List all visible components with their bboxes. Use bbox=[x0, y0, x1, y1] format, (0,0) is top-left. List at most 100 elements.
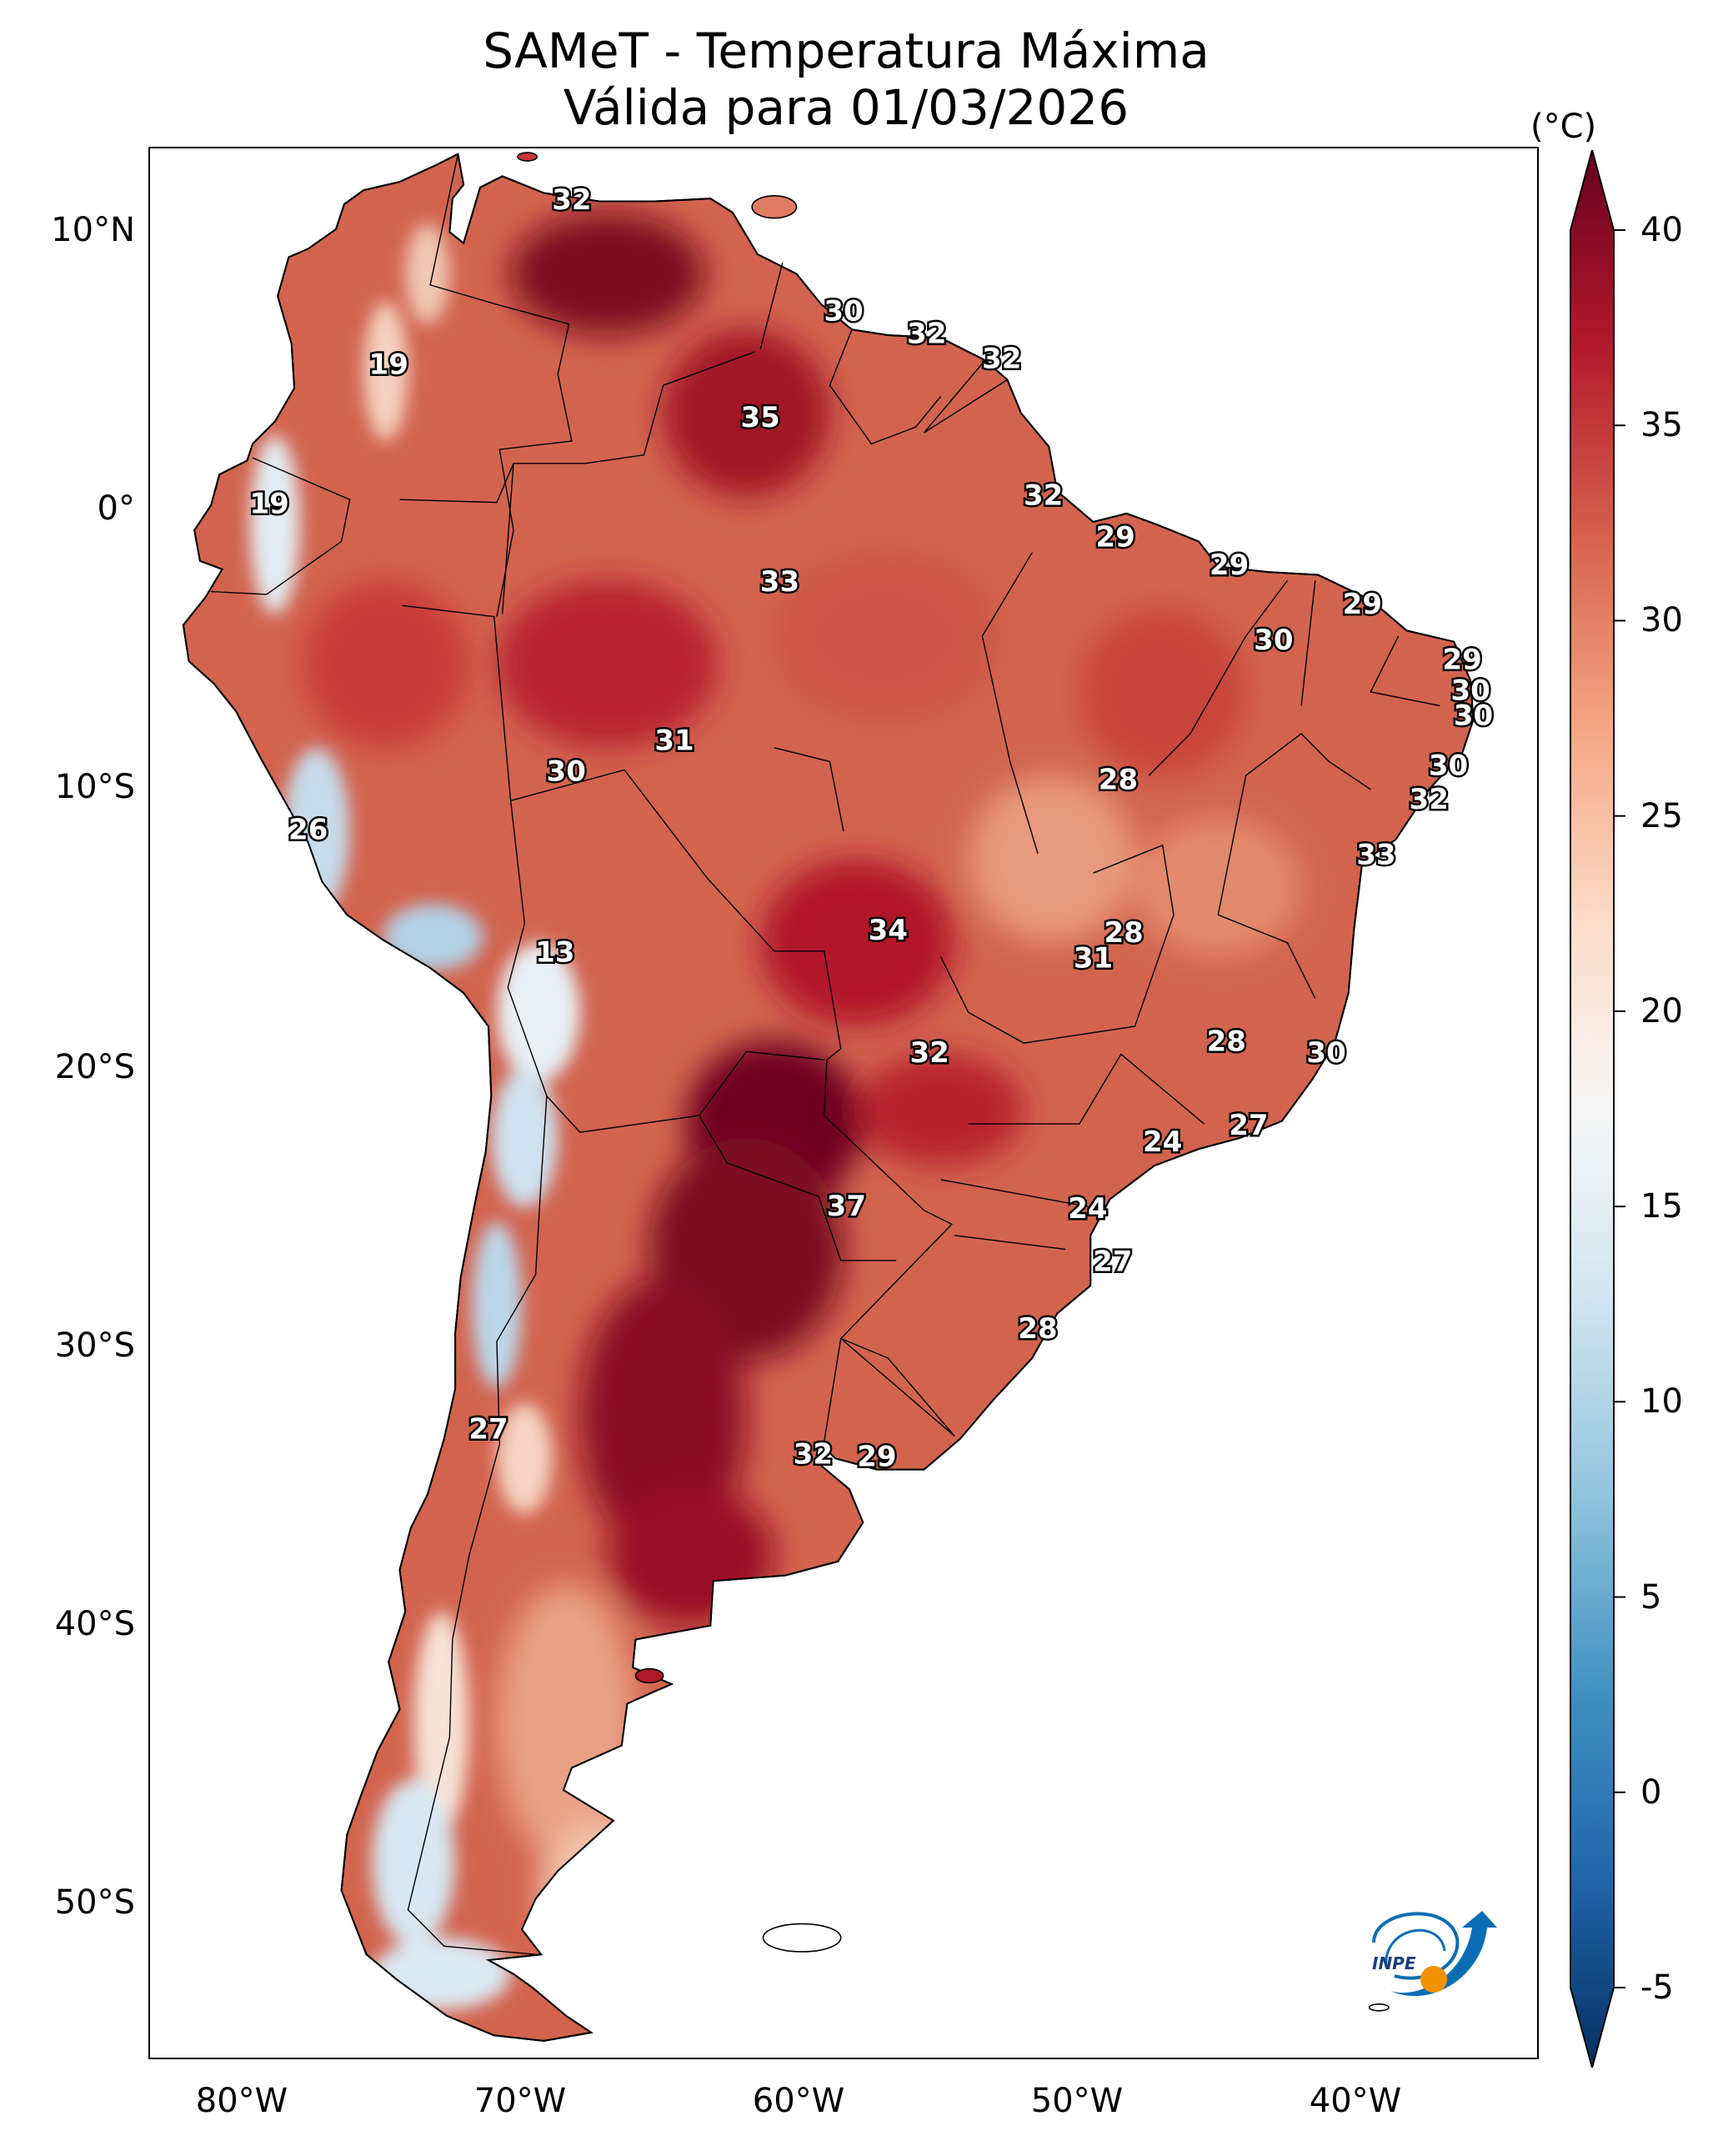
border-line-2 bbox=[429, 153, 573, 617]
border-line-10 bbox=[923, 359, 1008, 434]
colorbar-tick-label-7: 5 bbox=[1640, 1577, 1662, 1617]
lat-label-20s: 20°S bbox=[54, 1048, 135, 1086]
temperature-label-3: 32 bbox=[982, 343, 1021, 376]
cool-zone-3 bbox=[491, 1068, 558, 1208]
temperature-label-36: 27 bbox=[468, 1412, 508, 1446]
temperature-label-8: 29 bbox=[1095, 521, 1134, 554]
border-line-20 bbox=[1300, 580, 1316, 706]
lat-label-0: 0° bbox=[97, 489, 135, 528]
temperature-label-4: 19 bbox=[369, 348, 408, 381]
hot-zone-0 bbox=[510, 212, 705, 335]
hot-zone-14 bbox=[497, 1583, 636, 1863]
lon-label-80w: 80°W bbox=[195, 2082, 288, 2120]
border-line-12 bbox=[774, 747, 844, 832]
temperature-label-34: 27 bbox=[1093, 1246, 1132, 1279]
colorbar-tick-label-5: 15 bbox=[1640, 1187, 1683, 1226]
temperature-label-31: 24 bbox=[1143, 1126, 1182, 1159]
border-line-1 bbox=[502, 351, 755, 614]
temperature-label-29: 30 bbox=[1306, 1036, 1345, 1070]
hot-zone-12 bbox=[497, 580, 719, 748]
temperature-label-22: 33 bbox=[1356, 839, 1395, 872]
hot-zone-11 bbox=[857, 1054, 1024, 1166]
temperature-label-9: 29 bbox=[1210, 549, 1249, 582]
temperature-label-23: 34 bbox=[869, 914, 908, 947]
temperature-label-20: 32 bbox=[1410, 783, 1449, 816]
lat-label-10n: 10°N bbox=[51, 211, 135, 249]
cool-zone-6 bbox=[372, 1778, 456, 1947]
map-panel: 32 30 32 32 19 35 19 32 29 29 33 29 30 29 30 30 31 30 30 28… bbox=[148, 147, 1539, 2059]
svg-text:INPE: INPE bbox=[1372, 1953, 1416, 1973]
temperature-label-12: 30 bbox=[1254, 624, 1293, 657]
border-line-19 bbox=[1148, 579, 1289, 776]
lat-label-40s: 40°S bbox=[54, 1605, 135, 1643]
temperature-label-25: 13 bbox=[535, 936, 574, 970]
hot-zone-6 bbox=[608, 1486, 774, 1626]
lon-label-70w: 70°W bbox=[473, 2082, 567, 2120]
temperature-label-10: 33 bbox=[760, 565, 799, 599]
border-line-9 bbox=[829, 329, 942, 445]
map-subtitle: Válida para 01/03/2026 bbox=[563, 79, 1129, 136]
political-borders bbox=[211, 153, 1440, 1955]
cool-zone-2 bbox=[497, 942, 580, 1082]
temperature-label-21: 26 bbox=[288, 814, 328, 847]
hot-zone-7 bbox=[774, 552, 997, 720]
border-line-11 bbox=[399, 463, 514, 504]
temperature-label-35: 28 bbox=[1018, 1312, 1057, 1346]
island-3 bbox=[517, 152, 538, 162]
colorbar-tick-label-3: 25 bbox=[1640, 796, 1683, 835]
hot-zone-8 bbox=[968, 775, 1135, 943]
lat-label-50s: 50°S bbox=[54, 1883, 135, 1922]
lon-label-40w: 40°W bbox=[1309, 2082, 1402, 2120]
island-1 bbox=[634, 1667, 664, 1684]
temperature-label-2: 32 bbox=[907, 317, 946, 350]
temperature-label-32: 37 bbox=[827, 1190, 866, 1223]
hot-zone-10 bbox=[1079, 608, 1246, 776]
colorbar-unit: (°C) bbox=[1530, 108, 1597, 146]
colorbar-tick-marks bbox=[1614, 229, 1625, 1988]
lat-label-30s: 30°S bbox=[54, 1326, 135, 1365]
islands bbox=[517, 152, 1390, 2012]
hot-zone-9 bbox=[1134, 817, 1302, 957]
hot-zone-13 bbox=[303, 580, 469, 748]
border-line-16 bbox=[940, 1179, 1094, 1209]
colorbar bbox=[1570, 150, 1625, 2068]
border-line-17 bbox=[954, 1235, 1066, 1251]
temperature-label-0: 32 bbox=[552, 183, 591, 217]
temperature-label-18: 30 bbox=[1429, 750, 1468, 783]
temperature-label-26: 31 bbox=[1074, 941, 1113, 975]
cool-zone-1 bbox=[383, 903, 483, 971]
border-line-8 bbox=[759, 262, 784, 349]
temperature-label-19: 28 bbox=[1099, 763, 1138, 796]
border-line-21 bbox=[1370, 635, 1440, 707]
temperature-label-15: 30 bbox=[1454, 699, 1493, 732]
border-line-4 bbox=[507, 800, 824, 1133]
map-title: SAMeT - Temperatura Máxima bbox=[483, 23, 1210, 79]
temperature-label-37: 32 bbox=[794, 1437, 833, 1471]
border-line-18 bbox=[1217, 733, 1371, 999]
colorbar-gradient bbox=[1570, 150, 1615, 2068]
coastline bbox=[182, 153, 1475, 2042]
lon-label-50w: 50°W bbox=[1030, 2082, 1124, 2120]
island-0 bbox=[762, 1923, 842, 1953]
colorbar-tick-label-9: -5 bbox=[1640, 1968, 1674, 2007]
hot-zone-1 bbox=[663, 329, 830, 497]
temperature-label-30: 27 bbox=[1229, 1109, 1268, 1142]
temperature-label-5: 35 bbox=[740, 401, 779, 434]
cool-zone-8 bbox=[363, 301, 408, 442]
cool-zone-5 bbox=[413, 1612, 469, 1835]
temperature-label-16: 31 bbox=[654, 725, 694, 758]
temperature-label-6: 19 bbox=[249, 487, 288, 520]
cool-zone-4 bbox=[472, 1221, 522, 1389]
temperature-label-38: 29 bbox=[857, 1441, 896, 1474]
inpe-logo: INPE bbox=[1372, 1911, 1497, 1997]
colorbar-tick-label-6: 10 bbox=[1640, 1382, 1683, 1421]
temperature-label-1: 30 bbox=[824, 295, 863, 328]
cool-zone-11 bbox=[497, 1402, 553, 1515]
lon-label-60w: 60°W bbox=[752, 2082, 845, 2120]
cool-zone-9 bbox=[249, 435, 300, 614]
hot-zone-5 bbox=[760, 859, 955, 1027]
temperature-label-17: 30 bbox=[547, 755, 586, 788]
border-line-15 bbox=[968, 1053, 1205, 1125]
